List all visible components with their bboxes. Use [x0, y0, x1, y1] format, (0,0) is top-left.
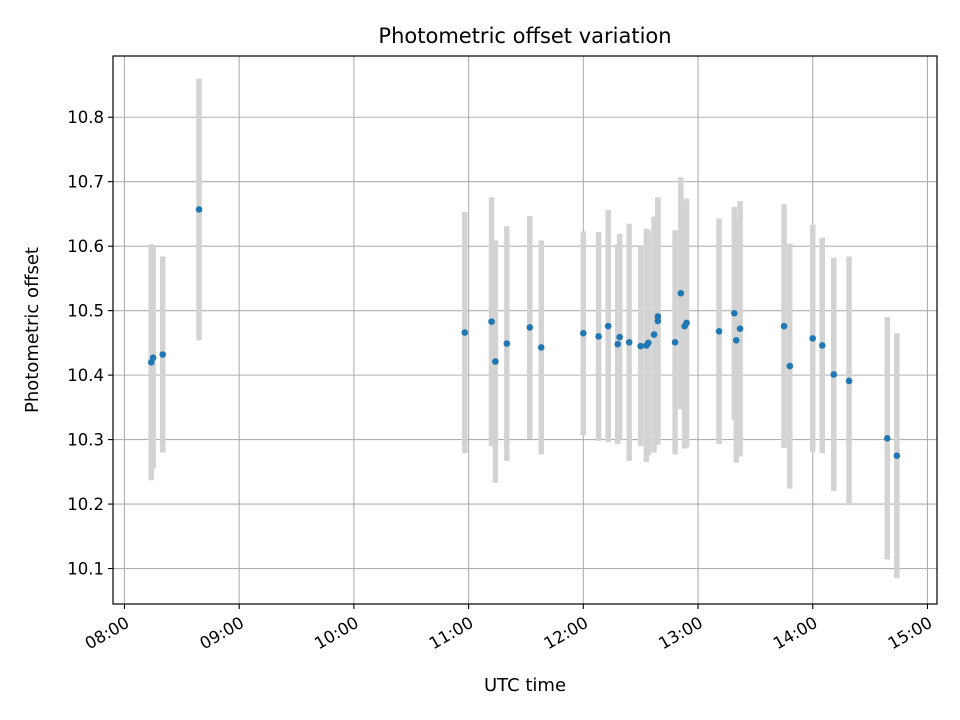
- data-point: [654, 317, 662, 325]
- data-point: [677, 289, 685, 297]
- y-axis-label: Photometric offset: [22, 247, 43, 413]
- x-axis-label: UTC time: [484, 675, 566, 696]
- data-point: [537, 344, 545, 351]
- data-point: [883, 435, 891, 442]
- data-point: [625, 338, 633, 346]
- y-tick-label: 10.2: [67, 495, 104, 514]
- data-point: [732, 337, 740, 344]
- data-point: [715, 327, 723, 335]
- y-tick-label: 10.6: [67, 237, 104, 256]
- data-point: [809, 335, 817, 342]
- y-tick-label: 10.1: [67, 560, 104, 579]
- data-point: [526, 324, 534, 331]
- data-point: [736, 325, 744, 333]
- y-tick-label: 10.3: [67, 431, 104, 450]
- data-point: [818, 342, 826, 349]
- data-point: [683, 319, 690, 327]
- data-point: [149, 354, 157, 362]
- data-point: [845, 377, 853, 385]
- data-point: [786, 362, 794, 370]
- chart-title: Photometric offset variation: [378, 24, 671, 48]
- data-point: [492, 358, 499, 365]
- data-point: [780, 322, 788, 330]
- data-point: [580, 329, 587, 337]
- data-point: [645, 339, 652, 347]
- data-point: [595, 333, 602, 340]
- data-point: [503, 340, 511, 347]
- y-tick-label: 10.4: [67, 366, 104, 385]
- data-point: [488, 318, 495, 325]
- y-tick-label: 10.5: [67, 302, 104, 321]
- plot-frame: [112, 55, 938, 605]
- y-axis-ticks: 10.1 10.2 10.3 10.4 10.5 10.6 10.7 10.8: [67, 108, 113, 579]
- data-point: [731, 309, 738, 317]
- data-point: [671, 338, 679, 346]
- data-point: [614, 340, 622, 348]
- data-point: [893, 452, 901, 460]
- y-tick-label: 10.8: [67, 108, 104, 127]
- data-point: [830, 371, 838, 378]
- data-point: [604, 322, 612, 330]
- data-point: [650, 331, 658, 338]
- data-point: [159, 351, 167, 358]
- data-point: [637, 342, 644, 350]
- data-point: [654, 313, 662, 320]
- y-tick-label: 10.7: [67, 173, 104, 192]
- data-point: [461, 329, 469, 336]
- data-points: [147, 206, 901, 460]
- data-point: [616, 333, 623, 341]
- data-point: [195, 206, 203, 213]
